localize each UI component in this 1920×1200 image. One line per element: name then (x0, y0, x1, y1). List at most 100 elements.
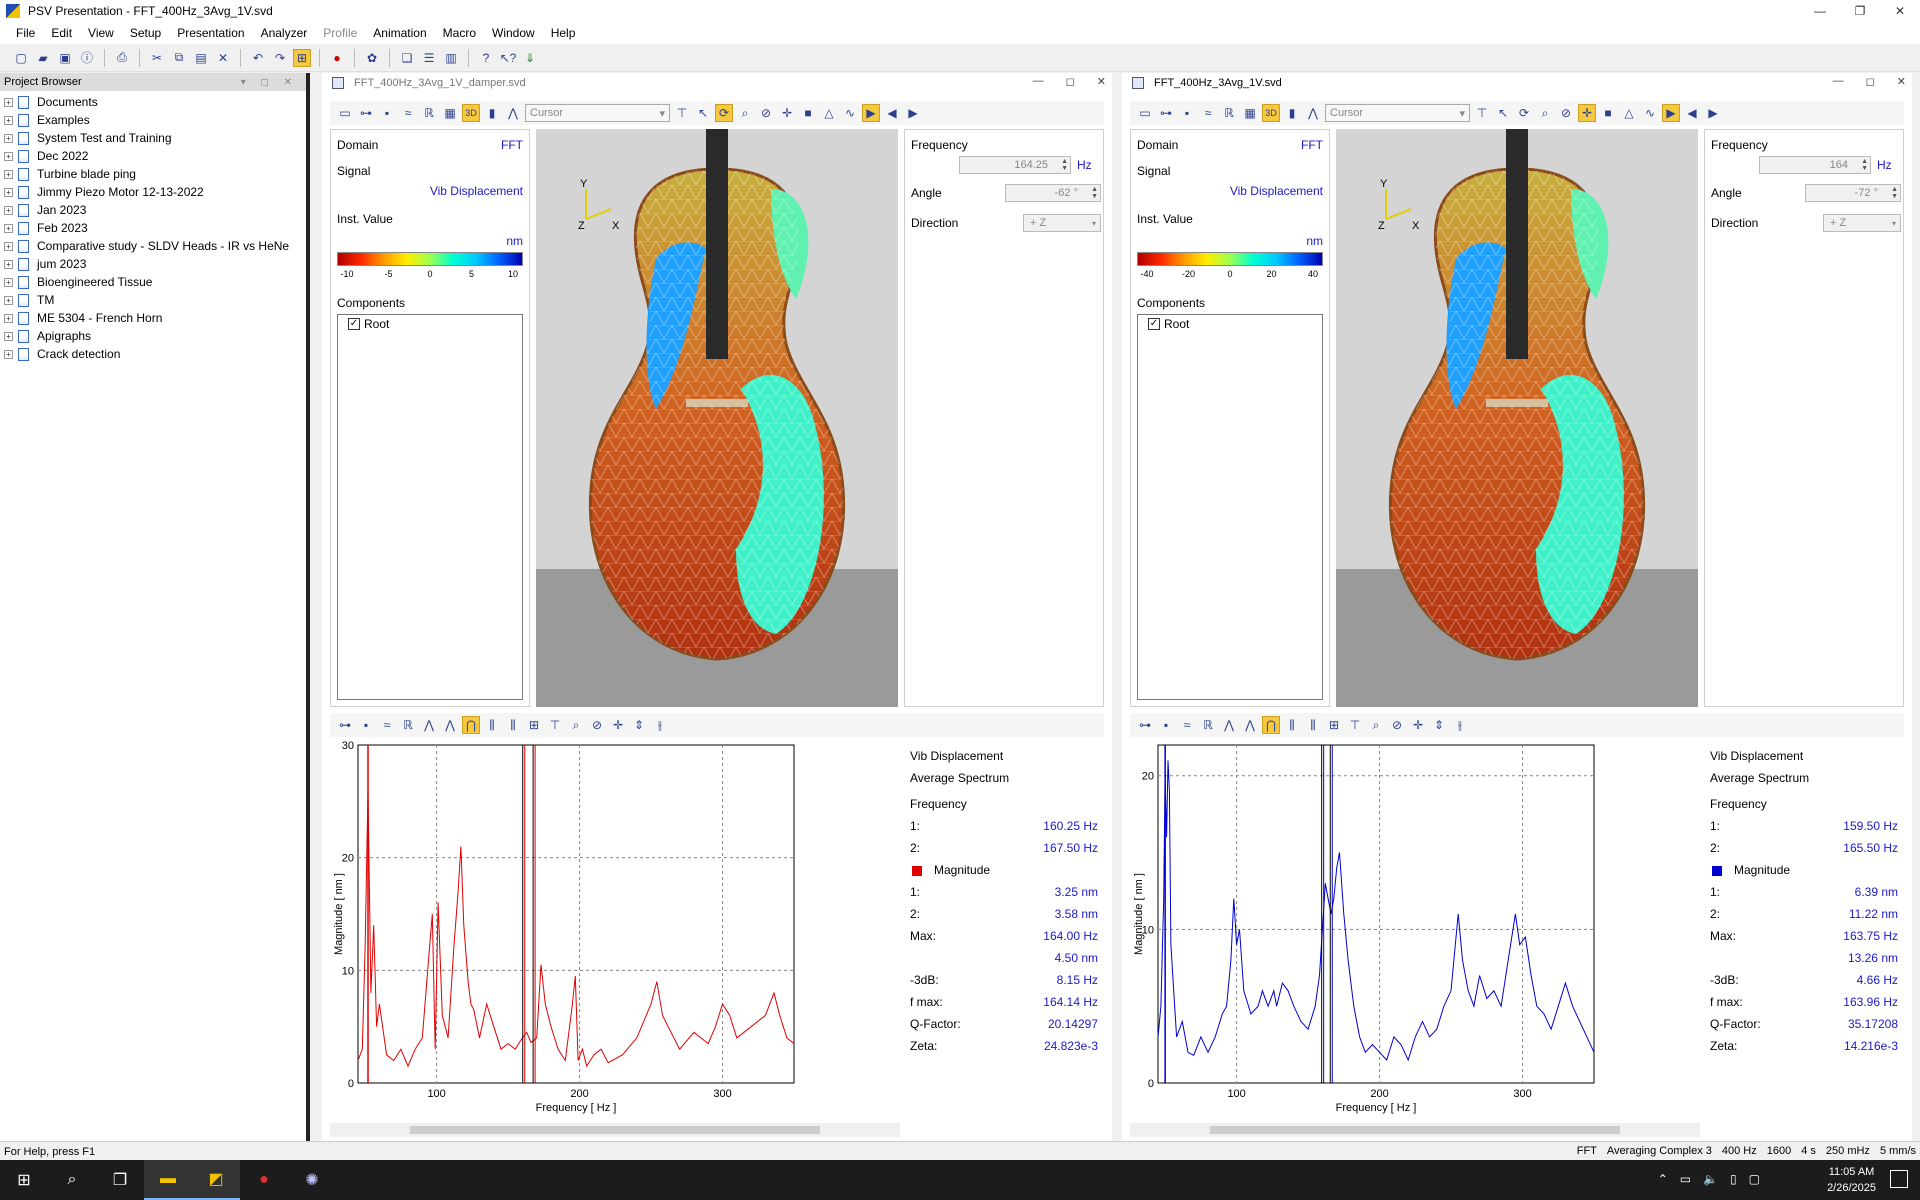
direction-select[interactable]: + Z ▾ (1823, 214, 1901, 232)
menu-item-setup[interactable]: Setup (129, 26, 162, 40)
camera-icon[interactable]: ■ (804, 106, 812, 120)
spinner-icon[interactable]: ▲ ▼ (1091, 186, 1098, 200)
zoom-icon[interactable]: ⌕ (1372, 717, 1380, 732)
copy-icon[interactable]: ⧉ (174, 50, 184, 64)
volume-icon[interactable]: 🔈 (1703, 1172, 1719, 1186)
pin-icon[interactable]: ⊤ (1476, 106, 1488, 120)
grid-icon[interactable]: ▦ (1244, 106, 1256, 120)
channel-icon[interactable]: ▪ (384, 106, 390, 120)
minimize-icon[interactable]: — (1032, 75, 1044, 87)
print-icon[interactable]: ⎙ (117, 50, 127, 64)
tree-item[interactable]: + Dec 2022 (0, 147, 306, 165)
measure-icon[interactable]: △ (824, 106, 834, 120)
grid-icon[interactable]: ▦ (444, 106, 456, 120)
animate-icon[interactable]: ∿ (1644, 106, 1656, 120)
filter-icon[interactable]: ≈ (404, 106, 412, 120)
cursor-pair-icon[interactable]: ⋂ (462, 716, 480, 734)
signal-icon[interactable]: ⊶ (1160, 106, 1172, 120)
harmonic-icon[interactable]: ⫼ (1289, 717, 1295, 732)
horizontal-scrollbar[interactable] (1130, 1123, 1700, 1137)
spectrum-icon[interactable]: ⋀ (508, 106, 518, 120)
tree-item[interactable]: + Feb 2023 (0, 219, 306, 237)
expand-icon[interactable]: + (4, 97, 13, 107)
tile-horizontal-icon[interactable]: ☰ (423, 50, 435, 65)
menu-item-analyzer[interactable]: Analyzer (260, 26, 308, 40)
x-cursor-icon[interactable]: ⫲ (1458, 717, 1462, 732)
window-titlebar[interactable]: FFT_400Hz_3Avg_1V.svd (1122, 73, 1912, 93)
angle-field[interactable]: -62 ° ▲ ▼ (1005, 184, 1101, 202)
panel-controls[interactable]: ▾ ◻ ✕ (240, 76, 298, 88)
filter-icon[interactable]: ≈ (1204, 106, 1212, 120)
measure-icon[interactable]: △ (1624, 106, 1634, 120)
re-im-icon[interactable]: ℝ (1224, 106, 1234, 120)
expand-icon[interactable]: + (4, 169, 13, 179)
info-icon[interactable]: ⓘ (80, 51, 93, 65)
root-node[interactable]: ✓ Root (348, 317, 389, 331)
expand-icon[interactable]: + (4, 259, 13, 269)
peak-icon[interactable]: ⋀ (1224, 718, 1234, 732)
expand-icon[interactable]: + (4, 205, 13, 215)
network-icon[interactable]: ▯ (1730, 1172, 1737, 1186)
step-forward-icon[interactable]: ▶ (1708, 106, 1718, 120)
maximize-icon[interactable]: ◻ (1065, 76, 1075, 88)
open-folder-icon[interactable]: ▰ (38, 50, 48, 65)
zoom-fit-icon[interactable]: ⊘ (1560, 106, 1572, 120)
restore-icon[interactable]: ❐ (1854, 4, 1866, 18)
maximize-icon[interactable]: ◻ (1865, 76, 1875, 88)
save-icon[interactable]: ▣ (59, 50, 71, 65)
tray-chevron-icon[interactable]: ⌃ (1657, 1172, 1668, 1186)
3d-icon[interactable]: 3D (1262, 104, 1280, 122)
tree-item[interactable]: + Jan 2023 (0, 201, 306, 219)
tree-item[interactable]: + Bioengineered Tissue (0, 273, 306, 291)
color-channels-icon[interactable]: ✿ (366, 50, 378, 65)
root-checkbox[interactable]: ✓ (1148, 318, 1160, 330)
menu-item-view[interactable]: View (88, 26, 114, 40)
horizontal-scrollbar[interactable] (330, 1123, 900, 1137)
tree-item[interactable]: + jum 2023 (0, 255, 306, 273)
peak-icon[interactable]: ⋀ (424, 718, 434, 732)
notification-icon[interactable] (1890, 1170, 1908, 1188)
signal-icon[interactable]: ⊶ (1139, 718, 1151, 732)
direction-select[interactable]: + Z ▾ (1023, 214, 1101, 232)
expand-icon[interactable]: + (4, 241, 13, 251)
close-icon[interactable]: ✕ (1896, 76, 1906, 88)
menu-item-animation[interactable]: Animation (373, 26, 427, 40)
menu-item-presentation[interactable]: Presentation (177, 26, 245, 40)
scene-icon[interactable]: ▮ (1288, 106, 1296, 120)
band-icon[interactable]: ⫼ (1310, 717, 1316, 732)
zoom-fit-icon[interactable]: ⊘ (760, 106, 772, 120)
start-icon[interactable]: ⊞ (17, 1172, 31, 1189)
menu-item-edit[interactable]: Edit (51, 26, 73, 40)
marker-icon[interactable]: ⊞ (1328, 718, 1340, 732)
camera-icon[interactable]: ■ (1604, 106, 1612, 120)
expand-icon[interactable]: + (4, 133, 13, 143)
power-icon[interactable]: ▭ (1679, 1172, 1692, 1186)
cut-icon[interactable]: ✂ (151, 50, 163, 65)
task-view-icon[interactable]: ❐ (112, 1172, 128, 1189)
project-browser-icon[interactable]: ⊞ (293, 48, 311, 67)
channel-icon[interactable]: ▪ (363, 718, 369, 732)
tree-item[interactable]: + Jimmy Piezo Motor 12-13-2022 (0, 183, 306, 201)
paste-icon[interactable]: ▤ (195, 50, 207, 65)
pin-icon[interactable]: ⊤ (1349, 718, 1361, 732)
expand-icon[interactable]: + (4, 331, 13, 341)
channel-icon[interactable]: ▪ (1184, 106, 1190, 120)
cursor-select[interactable]: Cursor ▾ (525, 104, 670, 122)
root-checkbox[interactable]: ✓ (348, 318, 360, 330)
pan-icon[interactable]: ✛ (612, 718, 624, 732)
pin-icon[interactable]: ⊤ (549, 718, 561, 732)
zoom-icon[interactable]: ⌕ (1541, 105, 1549, 120)
y-scale-icon[interactable]: ⇕ (1433, 718, 1445, 732)
y-scale-icon[interactable]: ⇕ (633, 718, 645, 732)
animate-icon[interactable]: ∿ (844, 106, 856, 120)
tree-item[interactable]: + Comparative study - SLDV Heads - IR vs … (0, 237, 306, 255)
filter-icon[interactable]: ≈ (383, 718, 391, 732)
tree-item[interactable]: + Apigraphs (0, 327, 306, 345)
spectrum-plot[interactable]: 100 200 300 0 10 20 Frequency [ Hz ] Magnitude … (1130, 739, 1704, 1131)
frequency-field[interactable]: 164.25 ▲ ▼ (959, 156, 1071, 174)
pointer-icon[interactable]: ↖ (697, 106, 709, 120)
zoom-fit-icon[interactable]: ⊘ (1391, 718, 1403, 732)
context-help-icon[interactable]: ↖? (499, 50, 517, 65)
peak2-icon[interactable]: ⋀ (1245, 718, 1255, 732)
close-icon[interactable]: ✕ (1096, 76, 1106, 88)
